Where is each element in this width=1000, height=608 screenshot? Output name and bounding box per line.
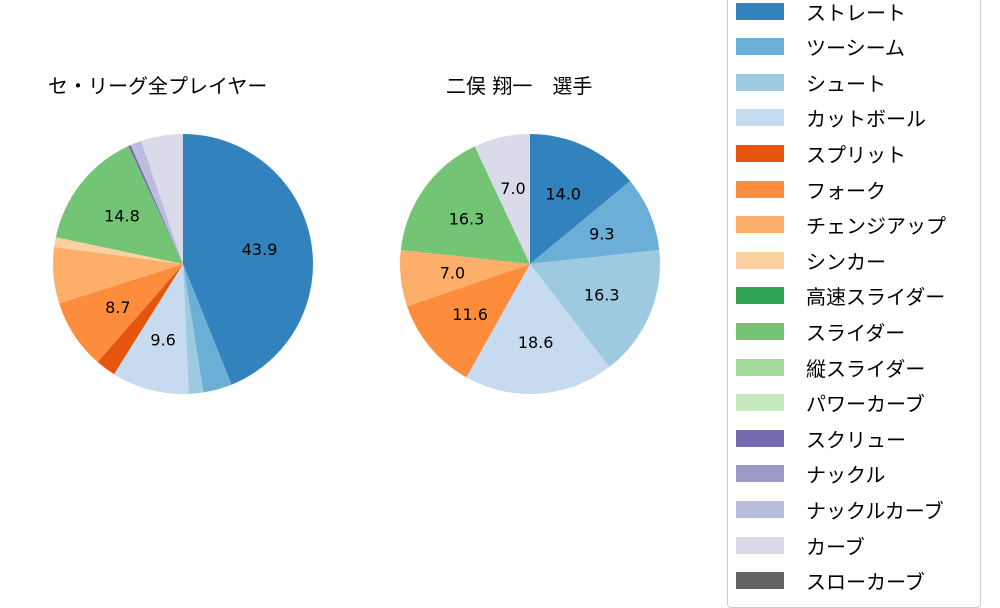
legend-item: 高速スライダー bbox=[736, 284, 946, 310]
pie-slice bbox=[97, 264, 183, 375]
legend-label: シュート bbox=[806, 71, 886, 96]
slice-value-label: 43.9 bbox=[242, 240, 278, 259]
legend-label: ストレート bbox=[806, 0, 906, 25]
legend-item: シュート bbox=[736, 70, 886, 96]
pie-slice bbox=[400, 249, 530, 307]
pie-slice bbox=[530, 134, 631, 264]
legend-item: パワーカーブ bbox=[736, 391, 925, 417]
legend-item: スローカーブ bbox=[736, 569, 925, 595]
legend-item: スプリット bbox=[736, 141, 906, 167]
pie-slice bbox=[183, 264, 232, 393]
legend-swatch-icon bbox=[736, 358, 784, 376]
legend-swatch-icon bbox=[736, 216, 784, 234]
slice-value-label: 14.8 bbox=[104, 206, 140, 225]
legend-item: フォーク bbox=[736, 177, 886, 203]
legend-item: スクリュー bbox=[736, 426, 906, 452]
legend-swatch-icon bbox=[736, 287, 784, 305]
legend-label: カットボール bbox=[806, 107, 926, 132]
legend-label: スローカーブ bbox=[806, 570, 925, 595]
left-chart-title: セ・リーグ全プレイヤー bbox=[48, 74, 268, 98]
legend-label: チェンジアップ bbox=[806, 214, 946, 239]
legend-item: ストレート bbox=[736, 0, 906, 25]
legend-item: ツーシーム bbox=[736, 35, 905, 61]
legend-swatch-icon bbox=[736, 500, 784, 518]
pie-slice bbox=[141, 134, 183, 264]
slice-value-label: 8.7 bbox=[105, 298, 130, 317]
pie-slice bbox=[183, 264, 204, 394]
legend-item: カーブ bbox=[736, 533, 865, 559]
legend-swatch-icon bbox=[736, 322, 784, 340]
legend-label: スプリット bbox=[806, 142, 906, 167]
pie-slice bbox=[55, 146, 183, 264]
legend-label: パワーカーブ bbox=[806, 392, 925, 417]
slice-value-label: 18.6 bbox=[518, 333, 554, 352]
legend-label: シンカー bbox=[806, 249, 886, 274]
legend-label: 縦スライダー bbox=[806, 356, 926, 381]
legend-swatch-icon bbox=[736, 465, 784, 483]
legend-label: 高速スライダー bbox=[806, 285, 946, 310]
legend-item: スライダー bbox=[736, 319, 906, 345]
slice-value-label: 7.0 bbox=[440, 264, 465, 283]
pie-charts: 43.9 9.6 8.7 14.8 14.0 9.3 16.3 18.6 11.6 7.0 16.… bbox=[52, 134, 661, 394]
player-pie-chart: 14.0 9.3 16.3 18.6 11.6 7.0 16.3 7.0 bbox=[400, 134, 661, 394]
pie-slice bbox=[400, 146, 530, 264]
pie-slice bbox=[466, 264, 610, 394]
legend-label: ツーシーム bbox=[806, 36, 905, 61]
pie-slice bbox=[530, 181, 660, 264]
legend-label: カーブ bbox=[806, 534, 865, 559]
legend-label: スライダー bbox=[806, 320, 906, 345]
legend-swatch-icon bbox=[736, 73, 784, 91]
legend-label: ナックルカーブ bbox=[806, 498, 944, 523]
pie-slice bbox=[183, 134, 313, 385]
slice-value-label: 7.0 bbox=[500, 179, 525, 198]
legend-swatch-icon bbox=[736, 2, 784, 20]
slice-value-label: 9.6 bbox=[150, 330, 175, 349]
slice-value-label: 9.3 bbox=[589, 225, 614, 244]
league-pie-chart: 43.9 9.6 8.7 14.8 bbox=[52, 134, 313, 394]
legend-item: ナックル bbox=[736, 462, 886, 488]
pie-slice bbox=[114, 264, 189, 394]
legend-swatch-icon bbox=[736, 572, 784, 590]
pie-slice bbox=[474, 134, 530, 264]
legend-item: 縦スライダー bbox=[736, 355, 926, 381]
slice-value-label: 11.6 bbox=[452, 305, 488, 324]
legend-item: シンカー bbox=[736, 248, 886, 274]
slice-value-label: 16.3 bbox=[584, 286, 620, 305]
slice-value-label: 14.0 bbox=[545, 184, 581, 203]
pie-slice bbox=[530, 249, 661, 368]
right-chart-title: 二俣 翔一 選手 bbox=[446, 74, 593, 98]
legend-swatch-icon bbox=[736, 144, 784, 162]
legend-swatch-icon bbox=[736, 38, 784, 56]
legend-label: フォーク bbox=[806, 178, 886, 203]
legend-swatch-icon bbox=[736, 429, 784, 447]
legend-swatch-icon bbox=[736, 180, 784, 198]
legend-item: チェンジアップ bbox=[736, 213, 946, 239]
legend-swatch-icon bbox=[736, 394, 784, 412]
legend-swatch-icon bbox=[736, 109, 784, 127]
pie-slice bbox=[52, 246, 183, 304]
legend: ストレートツーシームシュートカットボール スプリットフォークチェンジアップ シンカー… bbox=[727, 0, 981, 608]
pie-slice bbox=[59, 264, 183, 363]
legend-item: カットボール bbox=[736, 106, 926, 132]
legend-item: ナックルカーブ bbox=[736, 497, 944, 523]
legend-label: ナックル bbox=[806, 463, 886, 488]
pie-slice bbox=[128, 145, 183, 264]
legend-swatch-icon bbox=[736, 251, 784, 269]
pie-slice bbox=[130, 140, 183, 264]
pie-slice bbox=[407, 264, 530, 378]
legend-label: スクリュー bbox=[806, 427, 906, 452]
slice-value-label: 16.3 bbox=[449, 210, 485, 229]
legend-swatch-icon bbox=[736, 536, 784, 554]
pie-slice bbox=[54, 237, 184, 264]
